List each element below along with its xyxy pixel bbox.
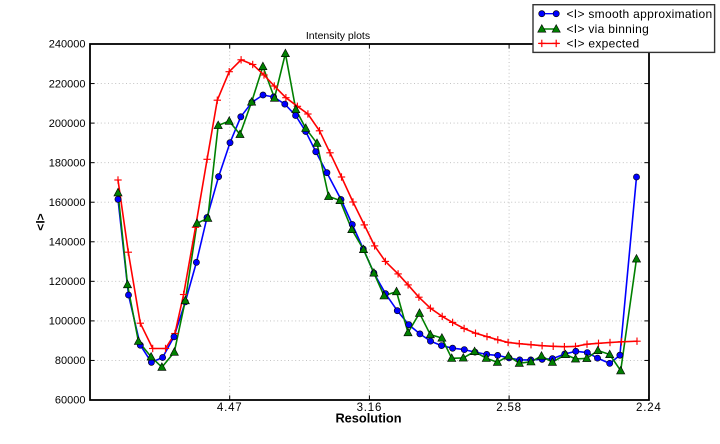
svg-text:<I> expected: <I> expected bbox=[567, 37, 640, 51]
svg-text:180000: 180000 bbox=[49, 157, 86, 169]
svg-text:<I> smooth approximation: <I> smooth approximation bbox=[567, 7, 713, 21]
svg-text:Intensity plots: Intensity plots bbox=[306, 30, 370, 42]
svg-text:80000: 80000 bbox=[55, 355, 86, 367]
svg-text:<I> via binning: <I> via binning bbox=[567, 22, 650, 36]
svg-text:100000: 100000 bbox=[49, 316, 86, 328]
svg-text:<I>: <I> bbox=[34, 213, 48, 230]
svg-text:220000: 220000 bbox=[49, 78, 86, 90]
svg-text:3.16: 3.16 bbox=[357, 402, 383, 414]
svg-text:2.24: 2.24 bbox=[636, 402, 662, 414]
svg-text:2.58: 2.58 bbox=[496, 402, 522, 414]
svg-text:Resolution: Resolution bbox=[335, 411, 401, 426]
svg-text:240000: 240000 bbox=[49, 39, 86, 51]
svg-text:160000: 160000 bbox=[49, 197, 86, 209]
svg-text:140000: 140000 bbox=[49, 237, 86, 249]
svg-text:60000: 60000 bbox=[55, 395, 86, 407]
svg-text:120000: 120000 bbox=[49, 276, 86, 288]
svg-text:200000: 200000 bbox=[49, 118, 86, 130]
svg-text:4.47: 4.47 bbox=[217, 402, 243, 414]
